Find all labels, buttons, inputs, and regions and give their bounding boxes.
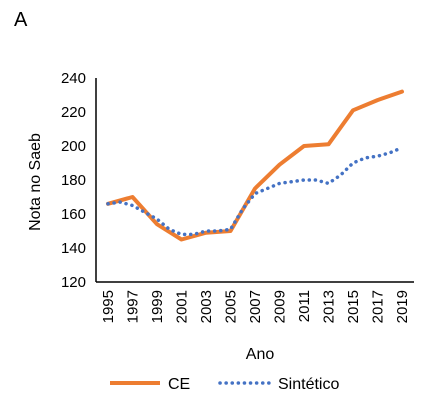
y-tick-label: 120	[61, 274, 86, 291]
x-tick-label: 2019	[394, 290, 411, 323]
x-tick-label: 2015	[345, 290, 362, 323]
x-tick-label: 2005	[223, 290, 240, 323]
x-tick-label: 2013	[321, 290, 338, 323]
series-layer	[106, 89, 404, 242]
x-axis-title: Ano	[246, 346, 275, 363]
y-tick-label: 160	[61, 206, 86, 223]
y-tick-label: 180	[61, 172, 86, 189]
x-tick-label: 2017	[370, 290, 387, 323]
y-axis-title: Nota no Saeb	[27, 133, 44, 231]
x-axis-ticks: 1995 1997 1999 2001 2003 2005 2007 2009 2011 2013…	[100, 290, 411, 323]
series-line-sintetico	[106, 145, 404, 237]
panel-label: A	[14, 9, 28, 31]
x-tick-label: 1995	[100, 290, 117, 323]
y-tick-label: 200	[61, 138, 86, 155]
y-tick-label: 240	[61, 70, 86, 87]
x-tick-label: 2001	[174, 290, 191, 323]
legend-label-ce: CE	[168, 376, 190, 393]
x-tick-label: 1999	[149, 290, 166, 323]
y-axis-ticks: 120 140 160 180 200 220 240	[61, 70, 86, 291]
legend: CE Sintético	[110, 376, 339, 393]
x-tick-label: 2009	[272, 290, 289, 323]
legend-label-sintetico: Sintético	[278, 376, 339, 393]
x-tick-label: 1997	[125, 290, 142, 323]
x-tick-label: 2007	[247, 290, 264, 323]
x-tick-label: 2003	[198, 290, 215, 323]
x-tick-label: 2011	[296, 290, 313, 322]
y-tick-label: 140	[61, 240, 86, 257]
series-line-ce	[106, 89, 404, 242]
y-tick-label: 220	[61, 104, 86, 121]
